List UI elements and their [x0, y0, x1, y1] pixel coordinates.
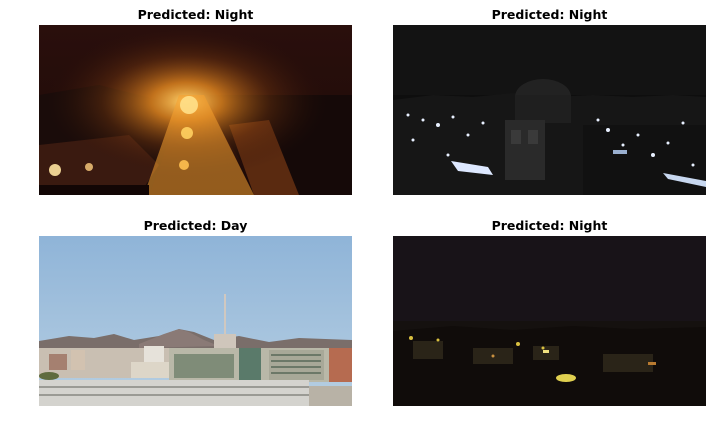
photo-night-street: [39, 25, 352, 195]
photo-night-skyline: [393, 25, 706, 195]
panel-title-1: Predicted: Night: [137, 7, 254, 22]
photo-day-city: [39, 236, 352, 406]
panel-title-2: Predicted: Night: [491, 7, 608, 22]
panel-title-4: Predicted: Night: [491, 218, 608, 233]
panel-title-3: Predicted: Day: [143, 218, 248, 233]
photo-dark-town: [393, 236, 706, 406]
